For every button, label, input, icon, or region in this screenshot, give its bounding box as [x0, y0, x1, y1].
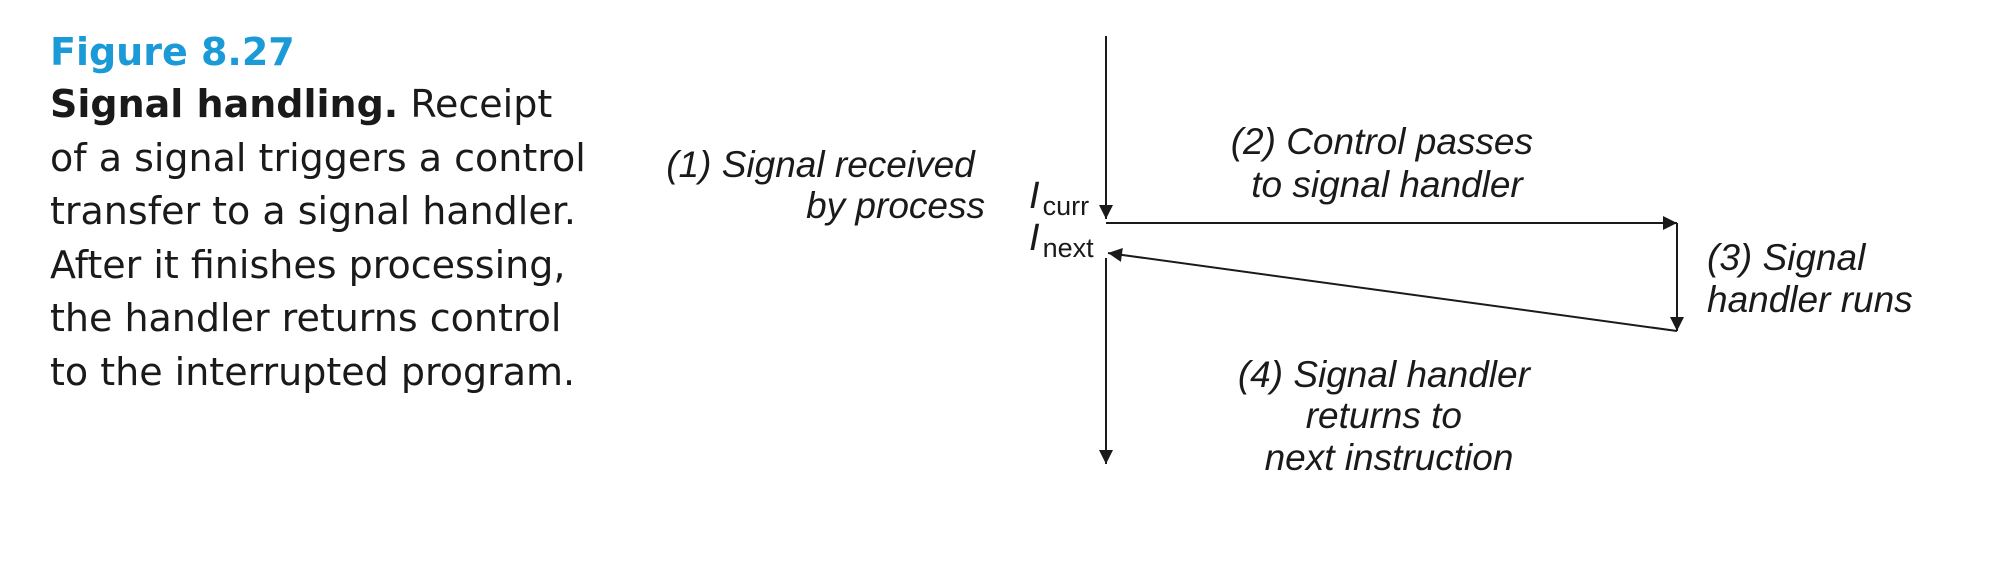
inext-subscript: next — [1043, 233, 1095, 263]
step3-line1: (3) Signal — [1707, 237, 1867, 278]
step1-label: (1) Signal received by process — [666, 144, 985, 226]
step2-line2: to signal handler — [1251, 164, 1524, 205]
step4-line1: (4) Signal handler — [1238, 354, 1532, 395]
step4-line3: next instruction — [1265, 437, 1514, 478]
inext-letter: I — [1029, 217, 1040, 259]
figure-caption: Figure 8.27 Signal handling. Receipt of … — [50, 26, 590, 399]
icurr-letter: I — [1029, 175, 1040, 217]
icurr-subscript: curr — [1043, 191, 1090, 221]
step4-line2: returns to — [1306, 395, 1462, 436]
caption-text-block: Signal handling. Receipt of a signal tri… — [50, 78, 590, 399]
step2-line1: (2) Control passes — [1231, 121, 1533, 162]
step2-label: (2) Control passes to signal handler — [1231, 121, 1544, 205]
handler-return-arrow — [1107, 247, 1678, 332]
step3-label: (3) Signal handler runs — [1707, 237, 1913, 320]
caption-body: Receipt of a signal triggers a control t… — [50, 82, 586, 394]
caption-title: Signal handling. — [50, 82, 399, 126]
step3-line2: handler runs — [1707, 279, 1913, 320]
step4-label: (4) Signal handler returns to next instr… — [1238, 354, 1540, 478]
step1-line1: (1) Signal received — [666, 144, 976, 185]
step1-line2: by process — [806, 185, 985, 226]
figure-label: Figure 8.27 — [50, 30, 295, 74]
